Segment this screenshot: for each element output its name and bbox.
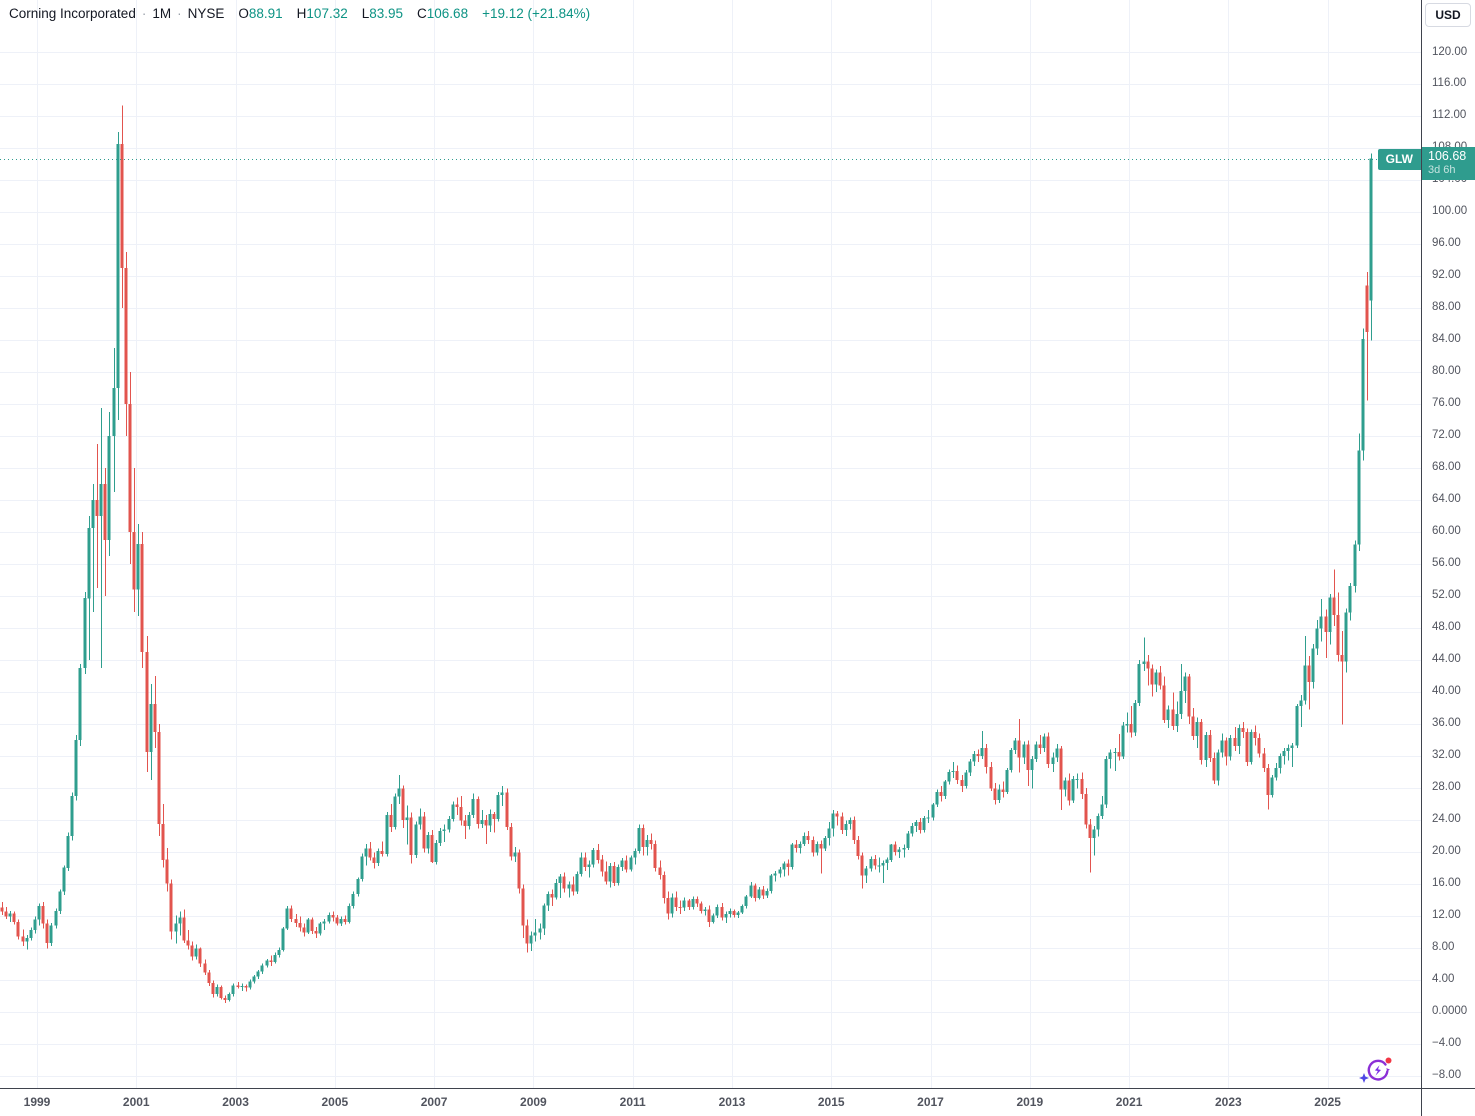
price-axis[interactable]: 120.00116.00112.00108.00104.00100.0096.0… [1422,0,1475,1088]
open-label: O [238,6,249,21]
price-axis-label: 120.00 [1432,45,1468,58]
supercharts-logo[interactable] [1358,1056,1394,1087]
time-axis-label: 2009 [520,1095,547,1109]
time-axis-label: 2019 [1016,1095,1044,1109]
price-axis-label: 4.00 [1432,973,1455,986]
time-axis-label: 2013 [718,1095,746,1109]
time-axis-label: 2011 [619,1095,646,1109]
notification-dot [1385,1057,1392,1064]
price-axis-label: 12.00 [1432,909,1461,922]
price-axis-label: 56.00 [1432,557,1461,570]
time-axis-label: 2015 [817,1095,845,1109]
time-axis-label: 2023 [1215,1095,1242,1109]
price-axis-label: 16.00 [1432,877,1461,890]
sparkle-icon [1359,1073,1369,1083]
last-price-axis-tag: 106.68 3d 6h [1422,146,1475,180]
time-axis-label: 2025 [1314,1095,1341,1109]
price-axis-label: 116.00 [1432,77,1467,90]
ticker-tag-label: GLW [1385,151,1413,166]
grid-lines [0,0,1421,1088]
candles [0,105,1373,1003]
header-separator: · [177,6,182,21]
close-label: C [417,6,427,21]
low-value: 83.95 [369,6,404,21]
symbol-header: Corning Incorporated · 1M · NYSE O88.91 H107.3… [9,5,590,23]
high-label: H [296,6,307,21]
bar-countdown: 3d 6h [1428,163,1456,176]
time-axis-label: 2021 [1115,1095,1143,1109]
exchange-label[interactable]: NYSE [187,6,225,21]
price-axis-label: −8.00 [1432,1069,1462,1082]
price-axis-label: 36.00 [1432,717,1461,730]
last-price-value: 106.68 [1428,148,1467,163]
time-axis-label: 2005 [321,1095,349,1109]
time-axis-label: 2003 [222,1095,249,1109]
lightning-bolt-icon [1374,1065,1381,1076]
time-axis-label: 2017 [917,1095,944,1109]
price-axis-label: 48.00 [1432,621,1461,634]
price-axis-label: 96.00 [1432,237,1461,250]
price-axis-label: 60.00 [1432,525,1461,538]
price-axis-label: 68.00 [1432,461,1461,474]
price-axis-label: 64.00 [1432,493,1461,506]
price-axis-label: 88.00 [1432,301,1461,314]
price-axis-label: 44.00 [1432,653,1461,666]
price-axis-label: 20.00 [1432,845,1461,858]
close-value: 106.68 [426,6,469,21]
price-axis-label: 100.00 [1432,205,1468,218]
price-axis-label: 84.00 [1432,333,1461,346]
price-axis-label: 0.0000 [1432,1005,1468,1018]
price-axis-label: 24.00 [1432,813,1461,826]
time-axis-label: 2001 [122,1095,150,1109]
price-axis-label: 40.00 [1432,685,1461,698]
open-value: 88.91 [248,6,283,21]
header-separator: · [141,6,147,21]
interval-label[interactable]: 1M [152,6,172,21]
low-label: L [361,6,370,21]
time-axis-border [0,1088,1475,1089]
price-axis-label: 52.00 [1432,589,1461,602]
price-axis-label: 80.00 [1432,365,1461,378]
price-axis-label: −4.00 [1432,1037,1462,1050]
price-axis-label: 8.00 [1432,941,1455,954]
price-axis-border [1421,0,1422,1116]
time-axis[interactable]: 1999 2001 2003 2005 2007 2009 2011 2013 2015 2017… [0,1089,1475,1116]
price-axis-label: 32.00 [1432,749,1461,762]
ticker-price-tag: GLW [1377,148,1421,170]
high-value: 107.32 [306,6,348,21]
price-axis-label: 72.00 [1432,429,1461,442]
price-axis-label: 28.00 [1432,781,1461,794]
price-axis-label: 92.00 [1432,269,1461,282]
time-axis-label: 2007 [420,1095,448,1109]
currency-toggle-button[interactable]: USD [1425,3,1471,27]
time-axis-label: 1999 [23,1095,51,1109]
change-value: +19.12 (+21.84%) [482,6,591,21]
symbol-title[interactable]: Corning Incorporated [9,6,136,21]
circle-arrow-icon [1367,1059,1390,1081]
price-axis-label: 76.00 [1432,397,1461,410]
price-axis-label: 112.00 [1432,109,1467,122]
